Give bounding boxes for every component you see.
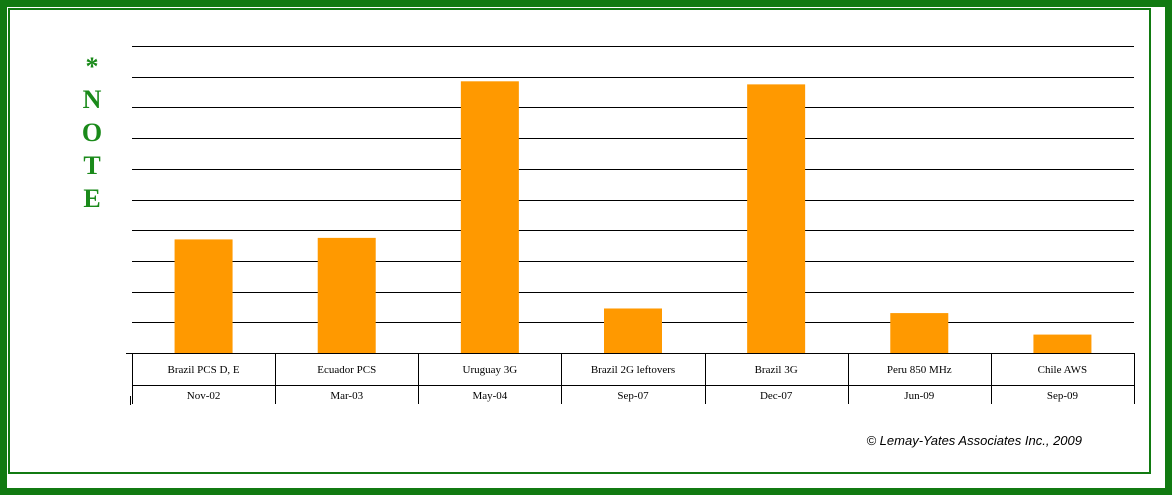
side-note: * N O T E [80,50,104,215]
bar [604,308,662,353]
category-label: Peru 850 MHz [887,364,952,376]
date-label: Dec-07 [760,390,793,402]
side-note-char: E [83,184,101,213]
bar [890,313,949,353]
date-label: Jun-09 [904,390,934,402]
date-label: Sep-07 [617,390,649,402]
category-label: Brazil 2G leftovers [591,364,675,376]
category-label: Chile AWS [1038,364,1088,376]
bar [747,84,806,353]
category-label: Ecuador PCS [317,364,376,376]
side-note-char: O [81,118,103,147]
chart-frame [8,8,1151,474]
side-note-char: * [85,52,99,81]
category-label: Uruguay 3G [463,364,518,376]
bar [1033,334,1092,353]
side-note-char: N [82,85,102,114]
date-label: Sep-09 [1047,390,1079,402]
date-label: May-04 [472,390,507,402]
category-label: Brazil PCS D, E [168,364,240,376]
copyright-text: © Lemay-Yates Associates Inc., 2009 [866,433,1082,448]
bar [317,237,376,353]
date-label: Nov-02 [187,390,221,402]
date-label: Mar-03 [330,390,363,402]
category-label: Brazil 3G [755,364,798,376]
bar [460,81,519,354]
side-note-char: T [83,151,101,180]
bar [174,239,233,353]
